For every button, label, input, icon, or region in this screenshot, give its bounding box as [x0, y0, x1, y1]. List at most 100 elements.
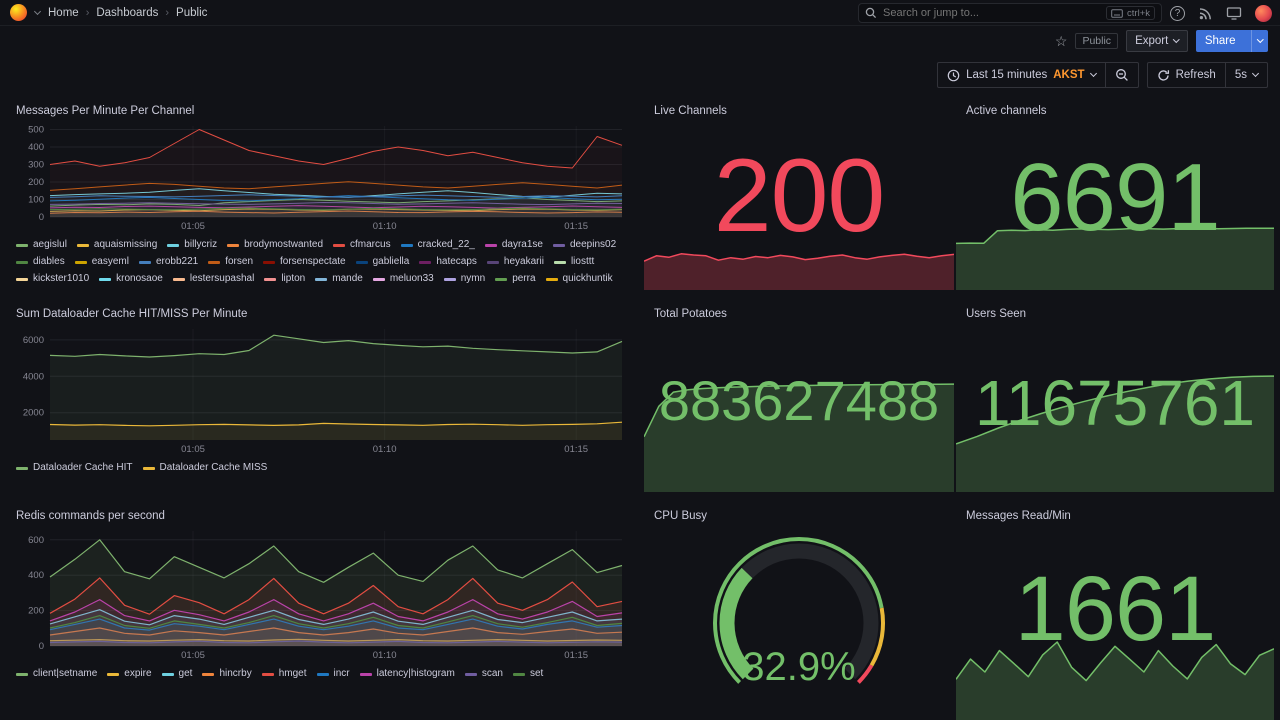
legend-item[interactable]: forsen	[208, 255, 253, 269]
time-range-picker[interactable]: Last 15 minutes AKST	[937, 62, 1106, 88]
legend-item[interactable]: hmget	[261, 667, 307, 681]
legend-swatch-icon	[553, 260, 566, 264]
svg-text:01:05: 01:05	[181, 221, 205, 232]
breadcrumb-separator: ›	[85, 6, 90, 19]
legend-item[interactable]: hincrby	[202, 667, 252, 681]
help-icon[interactable]: ?	[1170, 5, 1185, 21]
refresh-interval-select[interactable]: 5s	[1225, 62, 1268, 88]
redis-chart[interactable]: 0 200 400 600 01:05 01:10 01:15	[16, 527, 626, 661]
legend-item[interactable]: aegislul	[16, 238, 67, 252]
legend-item[interactable]: aquaismissing	[76, 238, 157, 252]
chevron-down-icon[interactable]	[33, 7, 42, 15]
top-nav: Home › Dashboards › Public ctrl+k ?	[0, 0, 1280, 26]
legend-item[interactable]: saucekill	[89, 289, 144, 290]
svg-text:01:05: 01:05	[181, 650, 205, 661]
panel-title[interactable]: Live Channels	[654, 105, 727, 117]
breadcrumb-separator: ›	[165, 6, 170, 19]
search-icon	[865, 7, 877, 19]
svg-text:6000: 6000	[23, 335, 44, 346]
zoom-out-button[interactable]	[1105, 62, 1139, 88]
svg-text:01:15: 01:15	[564, 221, 588, 232]
search-input[interactable]: ctrl+k	[858, 3, 1162, 23]
legend-swatch-icon	[333, 243, 346, 247]
panel-title[interactable]: Sum Dataloader Cache HIT/MISS Per Minute	[16, 308, 248, 320]
breadcrumb-dashboards[interactable]: Dashboards	[96, 6, 159, 19]
legend-item[interactable]: scan	[464, 667, 503, 681]
export-button[interactable]: Export	[1126, 30, 1188, 52]
legend-item[interactable]: weedang	[292, 289, 350, 290]
panel-title[interactable]: Total Potatoes	[654, 308, 727, 320]
legend-item[interactable]: erobb221	[138, 255, 198, 269]
search-field[interactable]	[883, 7, 1101, 19]
legend-item[interactable]: Dataloader Cache MISS	[142, 461, 267, 475]
legend-item[interactable]: perra	[495, 272, 536, 286]
legend-item[interactable]: incr	[316, 667, 350, 681]
legend-swatch-icon	[142, 466, 155, 470]
stat-sparkline	[956, 216, 1274, 290]
legend-item[interactable]: lipton	[264, 272, 305, 286]
legend-item[interactable]: expire	[107, 667, 152, 681]
svg-text:01:05: 01:05	[181, 444, 205, 455]
legend-item[interactable]: Dataloader Cache HIT	[16, 461, 133, 475]
breadcrumb-home[interactable]: Home	[48, 6, 79, 19]
news-rss-icon[interactable]	[1198, 6, 1213, 21]
display-icon[interactable]	[1226, 6, 1242, 21]
panel-title[interactable]: Redis commands per second	[16, 510, 165, 522]
legend-swatch-icon	[261, 672, 274, 676]
panel-title[interactable]: Messages Per Minute Per Channel	[16, 105, 195, 117]
legend-item[interactable]: brodymostwanted	[227, 238, 323, 252]
legend-item[interactable]: teiiuwastaty	[213, 289, 282, 290]
share-menu-button[interactable]	[1250, 30, 1269, 52]
dataloader-chart[interactable]: 2000 4000 6000 01:05 01:10 01:15	[16, 325, 626, 455]
legend-swatch-icon	[16, 277, 28, 281]
svg-text:0: 0	[39, 641, 44, 652]
legend-swatch-icon	[315, 277, 328, 281]
legend-item[interactable]: sunnys	[154, 289, 203, 290]
keyboard-icon	[1111, 8, 1123, 18]
legend-item[interactable]: latency|histogram	[359, 667, 455, 681]
star-icon[interactable]: ☆	[1054, 33, 1068, 49]
legend-item[interactable]: easyeml	[74, 255, 129, 269]
legend-item[interactable]: mande	[315, 272, 363, 286]
legend-item[interactable]: meluon33	[372, 272, 434, 286]
legend-swatch-icon	[264, 277, 277, 281]
legend-item[interactable]: kronosaoe	[99, 272, 163, 286]
shortcut-badge: ctrl+k	[1106, 6, 1155, 20]
legend-item[interactable]: cracked_22_	[400, 238, 475, 252]
legend-item[interactable]: xqc	[359, 289, 392, 290]
legend-item[interactable]: billycriz	[167, 238, 217, 252]
refresh-button[interactable]: Refresh	[1146, 62, 1226, 88]
legend-item[interactable]: heyakarii	[486, 255, 544, 269]
share-button[interactable]: Share	[1195, 30, 1269, 52]
legend-item[interactable]: diables	[16, 255, 65, 269]
legend-swatch-icon	[512, 672, 525, 676]
user-avatar[interactable]	[1255, 4, 1272, 22]
legend-item[interactable]: cfmarcus	[333, 238, 391, 252]
legend-item[interactable]: samukkha	[16, 289, 79, 290]
legend-item[interactable]: get	[161, 667, 192, 681]
messages-chart[interactable]: 0 100 200 300 400 500 01:05 01:10 01:15	[16, 122, 626, 232]
legend-item[interactable]: quickhuntik	[545, 272, 613, 286]
legend-item[interactable]: dayra1se	[484, 238, 543, 252]
legend-item[interactable]: deepins02	[552, 238, 616, 252]
panel-title[interactable]: Users Seen	[966, 308, 1027, 320]
legend-item[interactable]: lestersupashal	[172, 272, 254, 286]
svg-text:4000: 4000	[23, 371, 44, 382]
legend-item[interactable]: liosttt	[553, 255, 594, 269]
panel-title[interactable]: Active channels	[966, 105, 1047, 117]
legend-item[interactable]: wellby	[402, 289, 447, 290]
svg-text:200: 200	[28, 606, 44, 617]
legend-swatch-icon	[372, 277, 385, 281]
legend-item[interactable]: nymn	[443, 272, 485, 286]
legend-item[interactable]: gabliella	[355, 255, 409, 269]
legend-item[interactable]: client|setname	[16, 667, 97, 681]
legend-item[interactable]: set	[512, 667, 543, 681]
legend-swatch-icon	[355, 260, 368, 264]
legend-item[interactable]: kickster1010	[16, 272, 89, 286]
panel-title[interactable]: CPU Busy	[654, 510, 708, 522]
grafana-logo[interactable]	[10, 4, 27, 21]
breadcrumb-public[interactable]: Public	[176, 6, 208, 19]
legend-item[interactable]: forsenspectate	[263, 255, 346, 269]
legend-item[interactable]: hatecaps	[419, 255, 477, 269]
panel-title[interactable]: Messages Read/Min	[966, 510, 1071, 522]
